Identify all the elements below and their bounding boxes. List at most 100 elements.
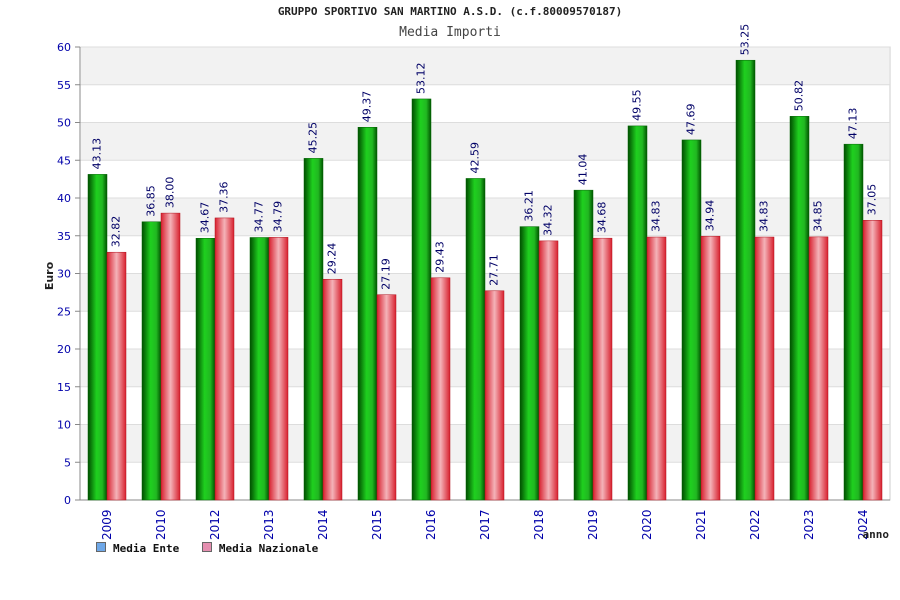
y-tick-label: 10 [57, 419, 71, 432]
bar-media-nazionale [484, 290, 505, 501]
bar-media-ente [843, 143, 864, 501]
value-label: 36.85 [145, 185, 158, 217]
value-label: 42.59 [469, 142, 482, 174]
bar-media-nazionale [808, 236, 829, 501]
bar-media-nazionale [754, 236, 775, 501]
legend-label-nazionale: Media Nazionale [218, 542, 319, 555]
bars [87, 59, 883, 501]
value-label: 34.32 [542, 204, 555, 236]
y-tick-label: 30 [57, 268, 71, 281]
x-tick-label: 2024 [856, 509, 870, 540]
value-label: 34.83 [758, 201, 771, 233]
x-tick-label: 2010 [154, 509, 168, 540]
x-tick-label: 2017 [478, 509, 492, 540]
value-labels: 43.13 32.82 36.85 38.00 34.67 37.36 34.77 34.79… [91, 24, 879, 290]
legend-item-nazionale: Media Nazionale [201, 542, 319, 555]
legend: Media Ente Media Nazionale [96, 542, 334, 555]
value-label: 29.43 [434, 241, 447, 273]
y-tick-label: 5 [64, 456, 71, 469]
bar-media-nazionale [268, 237, 289, 501]
y-tick-label: 35 [57, 230, 71, 243]
x-tick-label: 2016 [424, 509, 438, 540]
bar-media-nazionale [646, 236, 667, 501]
value-label: 43.13 [91, 138, 104, 170]
y-tick-label: 25 [57, 305, 71, 318]
x-tick-label: 2014 [316, 509, 330, 540]
bar-media-ente [627, 125, 648, 501]
value-label: 50.82 [793, 80, 806, 112]
x-tick-label: 2021 [694, 509, 708, 540]
bar-media-ente [681, 139, 702, 501]
legend-swatch-ente [96, 542, 106, 552]
bar-media-ente [735, 59, 756, 501]
bar-media-nazionale [592, 237, 613, 501]
bar-media-ente [87, 174, 108, 501]
value-label: 49.37 [361, 91, 374, 123]
y-tick-labels: 0 5 10 15 20 25 30 35 40 45 50 55 60 [57, 41, 71, 507]
bar-media-nazionale [160, 212, 181, 501]
y-tick-label: 50 [57, 117, 71, 130]
value-label: 34.77 [253, 201, 266, 233]
x-tick-label: 2022 [748, 509, 762, 540]
bar-media-nazionale [538, 240, 559, 501]
value-label: 53.12 [415, 62, 428, 94]
y-axis-label: Euro [43, 261, 56, 290]
value-label: 37.05 [866, 184, 879, 216]
value-label: 27.71 [488, 254, 501, 286]
bar-media-nazionale [376, 294, 397, 501]
bar-media-nazionale [862, 220, 883, 501]
chart-title: GRUPPO SPORTIVO SAN MARTINO A.S.D. (c.f.… [277, 5, 623, 18]
x-tick-label: 2020 [640, 509, 654, 540]
y-tick-label: 0 [64, 494, 71, 507]
y-tick-label: 20 [57, 343, 71, 356]
bar-media-nazionale [106, 251, 127, 501]
x-tick-labels: 2009 2010 2012 2013 2014 2015 2016 2017 2018 2019… [100, 509, 870, 540]
x-tick-label: 2009 [100, 509, 114, 540]
bar-media-ente [357, 127, 378, 501]
bar-media-nazionale [214, 217, 235, 501]
value-label: 34.83 [650, 201, 663, 233]
bar-media-nazionale [430, 277, 451, 501]
y-tick-label: 15 [57, 381, 71, 394]
value-label: 41.04 [577, 154, 590, 186]
value-label: 34.94 [704, 200, 717, 232]
bar-media-ente [195, 237, 216, 501]
bar-media-ente [789, 116, 810, 501]
grid-band [81, 47, 889, 85]
x-tick-label: 2015 [370, 509, 384, 540]
y-tick-label: 40 [57, 192, 71, 205]
value-label: 45.25 [307, 122, 320, 154]
value-label: 32.82 [110, 216, 123, 248]
bar-media-ente [573, 189, 594, 501]
value-label: 38.00 [164, 177, 177, 209]
legend-item-ente: Media Ente [96, 542, 179, 555]
value-label: 37.36 [218, 181, 231, 213]
bar-media-ente [465, 178, 486, 501]
x-tick-label: 2019 [586, 509, 600, 540]
value-label: 34.68 [596, 202, 609, 234]
value-label: 27.19 [380, 258, 393, 290]
x-tick-label: 2013 [262, 509, 276, 540]
bar-media-ente [519, 226, 540, 501]
legend-label-ente: Media Ente [113, 542, 180, 555]
grid-band [81, 122, 889, 161]
value-label: 34.85 [812, 200, 825, 232]
y-tick-label: 45 [57, 154, 71, 167]
x-axis-label: anno [863, 528, 890, 541]
value-label: 29.24 [326, 243, 339, 275]
bar-media-ente [411, 98, 432, 501]
bar-media-nazionale [700, 235, 721, 501]
x-tick-label: 2018 [532, 509, 546, 540]
value-label: 47.13 [847, 108, 860, 140]
bar-media-ente [249, 237, 270, 501]
chart-subtitle: Media Importi [399, 25, 501, 40]
bar-media-ente [303, 158, 324, 501]
value-label: 34.79 [272, 201, 285, 233]
x-tick-label: 2023 [802, 509, 816, 540]
x-tick-label: 2012 [208, 509, 222, 540]
value-label: 36.21 [523, 190, 536, 222]
y-tick-label: 55 [57, 79, 71, 92]
value-label: 34.67 [199, 202, 212, 234]
legend-swatch-nazionale [201, 542, 212, 552]
